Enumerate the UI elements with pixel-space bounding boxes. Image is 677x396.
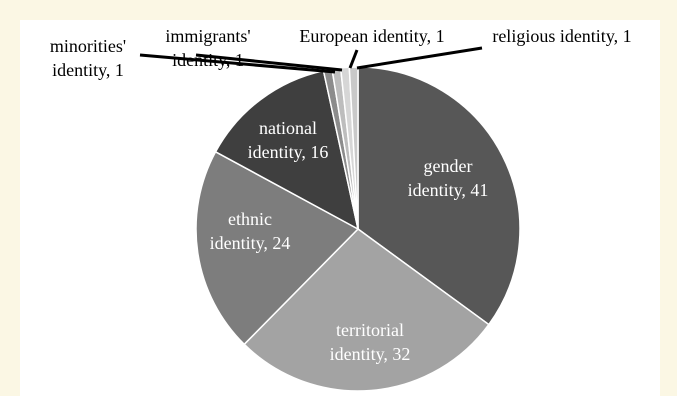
leader-line bbox=[356, 46, 483, 70]
leader-line bbox=[195, 53, 343, 72]
pie-slice-ethnic-identity bbox=[195, 150, 360, 346]
data-label-national-identity: national identity, 16 bbox=[248, 118, 329, 162]
data-label-territorial-identity: territorial identity, 32 bbox=[330, 320, 411, 364]
leader-line bbox=[348, 49, 359, 69]
data-label-minorities-identity: minorities' identity, 1 bbox=[50, 36, 126, 80]
leader-line bbox=[139, 53, 336, 74]
data-label-ethnic-identity: ethnic identity, 24 bbox=[210, 209, 291, 253]
data-label-gender-identity: gender identity, 41 bbox=[408, 156, 489, 200]
data-label-immigrants-identity: immigrants' identity, 1 bbox=[165, 26, 250, 70]
pie-slice-territorial-identity bbox=[243, 228, 490, 392]
data-label-religious-identity: religious identity, 1 bbox=[492, 26, 631, 46]
pie-slice-national-identity bbox=[214, 69, 360, 231]
pie-slice-gender-identity bbox=[357, 66, 521, 326]
data-label-european-identity: European identity, 1 bbox=[299, 26, 444, 46]
